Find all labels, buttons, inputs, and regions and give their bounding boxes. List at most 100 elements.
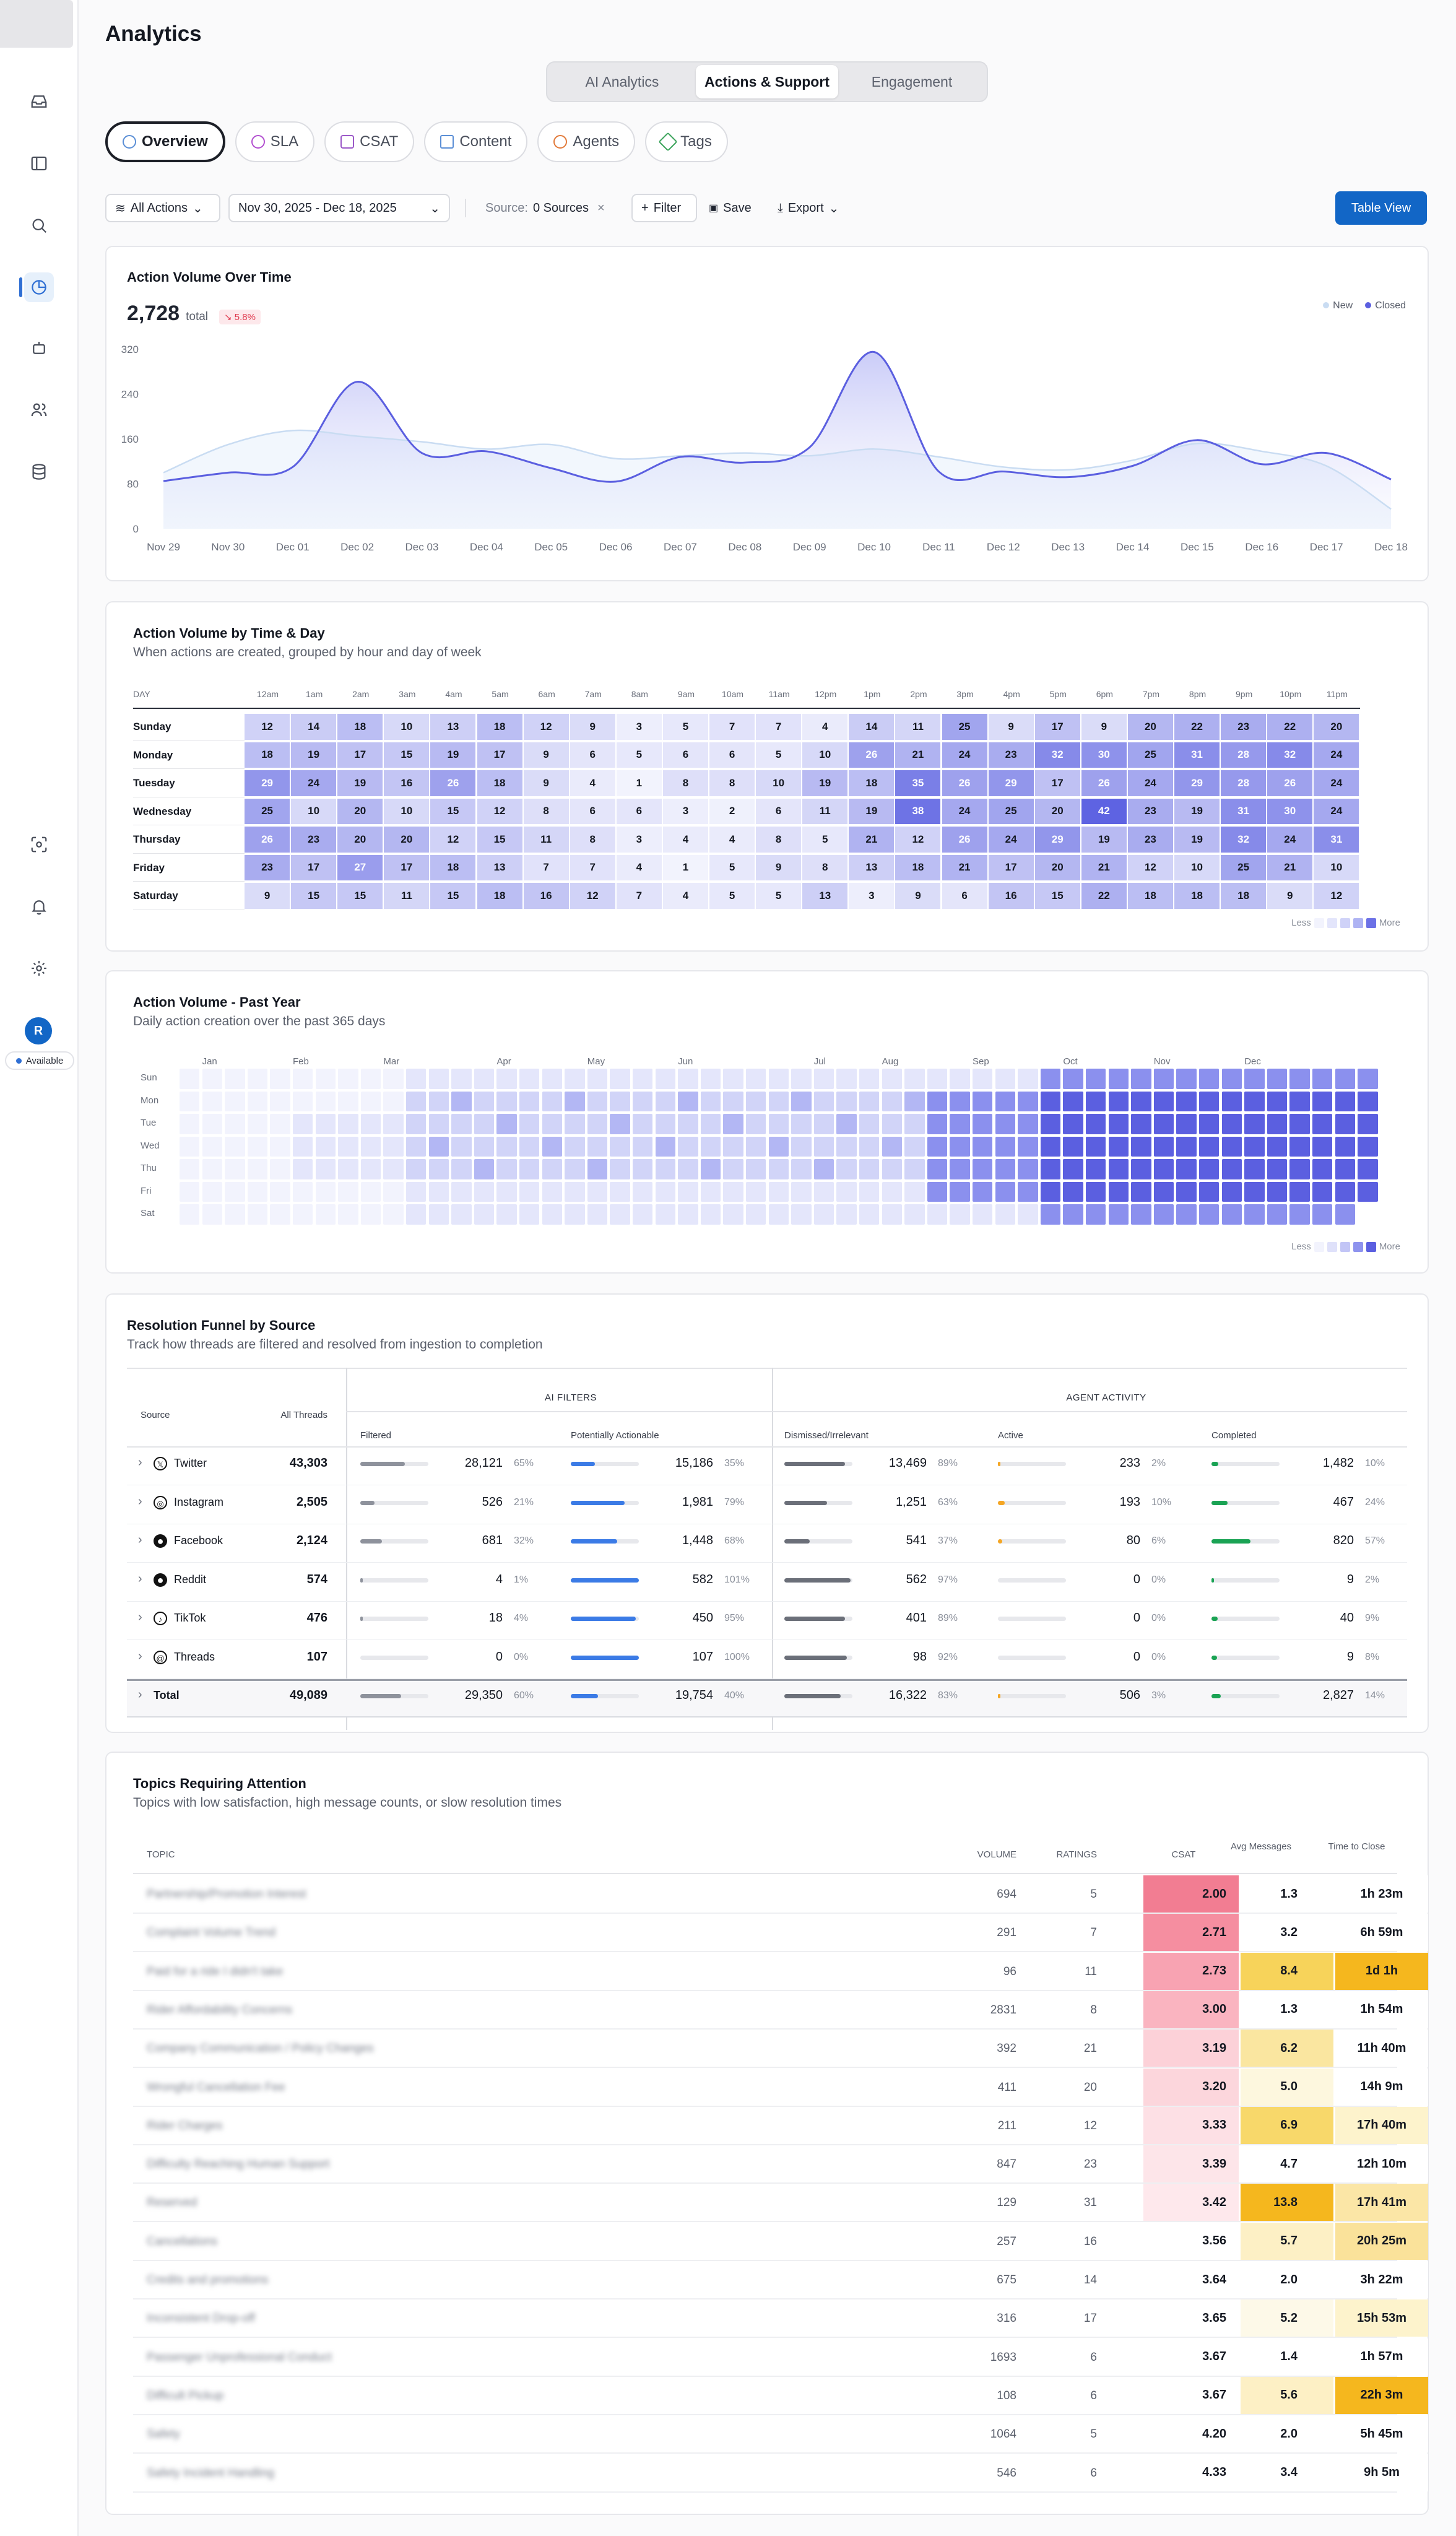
heatmap-cell[interactable]: 5 bbox=[756, 742, 802, 768]
heatmap-cell[interactable]: 4 bbox=[709, 827, 755, 853]
day-cell[interactable] bbox=[293, 1091, 313, 1111]
day-cell[interactable] bbox=[746, 1136, 766, 1157]
day-cell[interactable] bbox=[1267, 1159, 1288, 1179]
day-cell[interactable] bbox=[723, 1204, 743, 1225]
day-cell[interactable] bbox=[406, 1136, 427, 1157]
day-cell[interactable] bbox=[1176, 1069, 1197, 1089]
heatmap-cell[interactable]: 8 bbox=[570, 827, 615, 853]
day-cell[interactable] bbox=[973, 1136, 993, 1157]
heatmap-cell[interactable]: 8 bbox=[709, 770, 755, 796]
day-cell[interactable] bbox=[202, 1069, 222, 1089]
day-cell[interactable] bbox=[270, 1114, 290, 1134]
day-cell[interactable] bbox=[633, 1204, 653, 1225]
heatmap-cell[interactable]: 5 bbox=[616, 742, 662, 768]
heatmap-cell[interactable]: 1 bbox=[616, 770, 662, 796]
heatmap-cell[interactable]: 5 bbox=[662, 714, 708, 740]
day-cell[interactable] bbox=[1176, 1091, 1197, 1111]
chevron-right-icon[interactable]: › bbox=[138, 1494, 142, 1508]
day-cell[interactable] bbox=[813, 1091, 834, 1111]
day-cell[interactable] bbox=[1221, 1091, 1242, 1111]
heatmap-cell[interactable]: 8 bbox=[662, 770, 708, 796]
day-cell[interactable] bbox=[542, 1114, 562, 1134]
day-cell[interactable] bbox=[225, 1091, 245, 1111]
heatmap-cell[interactable]: 13 bbox=[430, 714, 476, 740]
chevron-right-icon[interactable]: › bbox=[138, 1610, 142, 1624]
day-cell[interactable] bbox=[360, 1181, 381, 1202]
day-cell[interactable] bbox=[904, 1069, 925, 1089]
day-cell[interactable] bbox=[247, 1136, 268, 1157]
day-cell[interactable] bbox=[973, 1181, 993, 1202]
heatmap-cell[interactable]: 24 bbox=[1127, 770, 1173, 796]
heatmap-cell[interactable]: 14 bbox=[291, 714, 337, 740]
all-actions-dropdown[interactable]: ≋ All Actions ⌄ bbox=[105, 194, 220, 222]
day-cell[interactable] bbox=[565, 1204, 585, 1225]
heatmap-cell[interactable]: 15 bbox=[384, 742, 430, 768]
tab-engagement[interactable]: Engagement bbox=[871, 73, 953, 90]
day-cell[interactable] bbox=[247, 1204, 268, 1225]
heatmap-cell[interactable]: 9 bbox=[570, 714, 615, 740]
day-cell[interactable] bbox=[746, 1159, 766, 1179]
day-cell[interactable] bbox=[293, 1114, 313, 1134]
day-cell[interactable] bbox=[1086, 1181, 1106, 1202]
filter-button[interactable]: + Filter bbox=[631, 194, 697, 222]
day-cell[interactable] bbox=[428, 1181, 449, 1202]
heatmap-cell[interactable]: 6 bbox=[942, 883, 987, 909]
heatmap-cell[interactable]: 3 bbox=[662, 798, 708, 824]
day-cell[interactable] bbox=[700, 1159, 721, 1179]
day-cell[interactable] bbox=[678, 1091, 698, 1111]
day-cell[interactable] bbox=[1312, 1091, 1333, 1111]
day-cell[interactable] bbox=[225, 1114, 245, 1134]
table-row[interactable] bbox=[133, 2377, 1397, 2415]
day-cell[interactable] bbox=[451, 1069, 472, 1089]
day-cell[interactable] bbox=[768, 1069, 789, 1089]
day-cell[interactable] bbox=[1131, 1136, 1151, 1157]
day-cell[interactable] bbox=[633, 1181, 653, 1202]
day-cell[interactable] bbox=[1221, 1069, 1242, 1089]
day-cell[interactable] bbox=[474, 1181, 495, 1202]
day-cell[interactable] bbox=[723, 1181, 743, 1202]
day-cell[interactable] bbox=[700, 1069, 721, 1089]
heatmap-cell[interactable]: 10 bbox=[384, 714, 430, 740]
table-row[interactable] bbox=[133, 2184, 1397, 2223]
bell-icon[interactable] bbox=[24, 892, 54, 921]
day-cell[interactable] bbox=[678, 1069, 698, 1089]
day-cell[interactable] bbox=[1335, 1204, 1355, 1225]
day-cell[interactable] bbox=[428, 1091, 449, 1111]
day-cell[interactable] bbox=[882, 1091, 902, 1111]
day-cell[interactable] bbox=[859, 1136, 880, 1157]
day-cell[interactable] bbox=[1108, 1159, 1129, 1179]
heatmap-cell[interactable]: 23 bbox=[1127, 798, 1173, 824]
heatmap-cell[interactable]: 26 bbox=[430, 770, 476, 796]
day-cell[interactable] bbox=[1086, 1159, 1106, 1179]
day-cell[interactable] bbox=[180, 1181, 200, 1202]
topic-name[interactable]: Reserved bbox=[147, 2196, 197, 2210]
day-cell[interactable] bbox=[995, 1136, 1015, 1157]
heatmap-cell[interactable]: 19 bbox=[1174, 827, 1220, 853]
day-cell[interactable] bbox=[451, 1136, 472, 1157]
day-cell[interactable] bbox=[1199, 1091, 1220, 1111]
heatmap-cell[interactable]: 9 bbox=[1081, 714, 1127, 740]
heatmap-cell[interactable]: 30 bbox=[1081, 742, 1127, 768]
day-cell[interactable] bbox=[451, 1181, 472, 1202]
day-cell[interactable] bbox=[1108, 1114, 1129, 1134]
heatmap-cell[interactable]: 12 bbox=[895, 827, 941, 853]
day-cell[interactable] bbox=[1267, 1091, 1288, 1111]
heatmap-cell[interactable]: 25 bbox=[1127, 742, 1173, 768]
day-cell[interactable] bbox=[950, 1159, 970, 1179]
day-cell[interactable] bbox=[1063, 1181, 1083, 1202]
users-icon[interactable] bbox=[24, 395, 54, 425]
heatmap-cell[interactable]: 32 bbox=[1221, 827, 1267, 853]
day-cell[interactable] bbox=[813, 1136, 834, 1157]
heatmap-cell[interactable]: 6 bbox=[570, 742, 615, 768]
day-cell[interactable] bbox=[610, 1091, 630, 1111]
tab-actions-support[interactable]: Actions & Support bbox=[696, 65, 838, 98]
tab-ai-analytics[interactable]: AI Analytics bbox=[585, 73, 659, 90]
day-cell[interactable] bbox=[859, 1069, 880, 1089]
topic-name[interactable]: Company Communication / Policy Changes bbox=[147, 2042, 374, 2056]
table-row[interactable] bbox=[133, 1991, 1397, 2030]
day-cell[interactable] bbox=[1018, 1204, 1038, 1225]
day-cell[interactable] bbox=[995, 1114, 1015, 1134]
database-icon[interactable] bbox=[24, 457, 54, 487]
heatmap-cell[interactable]: 21 bbox=[895, 742, 941, 768]
heatmap-cell[interactable]: 19 bbox=[849, 798, 895, 824]
